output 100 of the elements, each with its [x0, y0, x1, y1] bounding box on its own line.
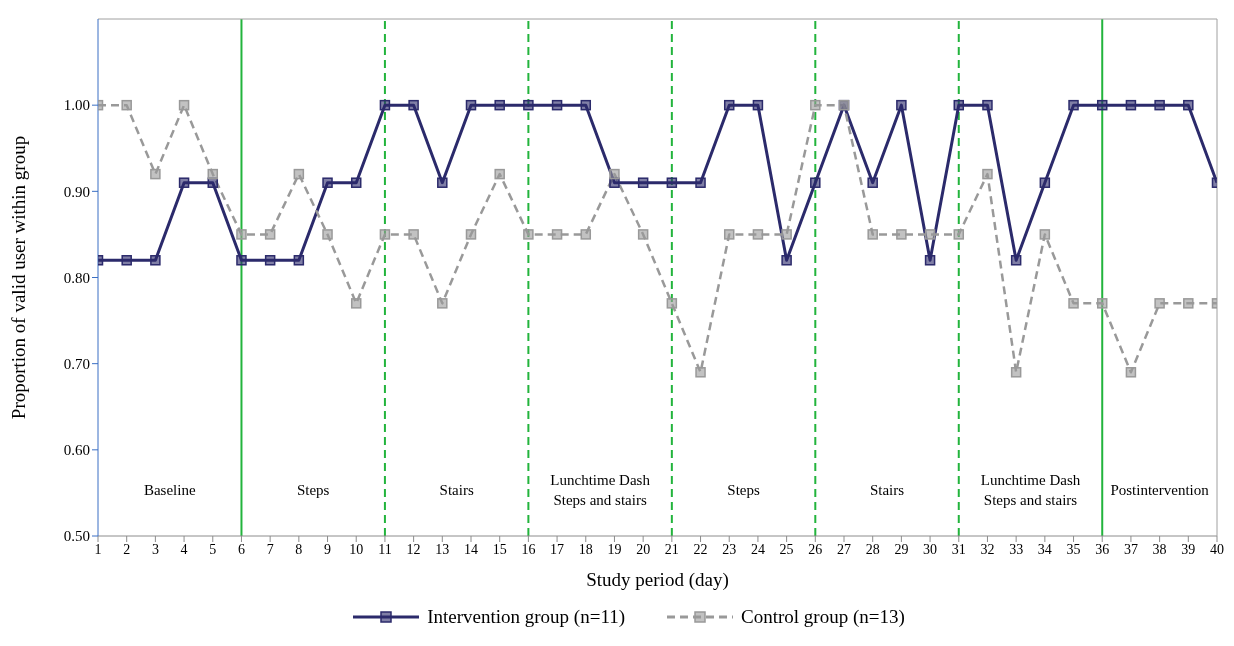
annotation: Stairs — [439, 482, 474, 499]
x-tick-label: 40 — [1210, 541, 1224, 557]
x-tick-label: 28 — [865, 541, 880, 557]
x-tick-label: 23 — [722, 541, 737, 557]
x-tick-label: 20 — [636, 541, 651, 557]
point — [723, 99, 735, 111]
y-tick-label: 0.50 — [63, 528, 90, 545]
x-tick-label: 2 — [123, 541, 131, 557]
point — [494, 99, 505, 111]
point — [637, 177, 649, 188]
point — [1068, 298, 1079, 309]
x-tick-label: 36 — [1095, 541, 1110, 557]
x-tick-label: 8 — [295, 541, 303, 557]
point — [609, 168, 620, 180]
point — [1183, 99, 1194, 111]
point — [1039, 229, 1051, 240]
point — [236, 255, 247, 266]
point — [1010, 255, 1022, 266]
x-tick-label: 38 — [1152, 541, 1167, 557]
y-axis-title: Proportion of valid user within group — [7, 135, 29, 420]
annotation: Steps — [296, 482, 330, 499]
x-tick-label: 3 — [151, 541, 159, 557]
x-tick-label: 4 — [180, 541, 188, 557]
point — [1096, 99, 1108, 111]
point — [379, 99, 391, 111]
point — [264, 255, 276, 266]
point — [666, 177, 678, 188]
point — [293, 168, 305, 180]
point — [150, 168, 161, 180]
y-tick-label: 0.60 — [63, 442, 90, 459]
point — [322, 177, 333, 188]
point — [494, 168, 505, 180]
x-tick-label: 13 — [435, 541, 450, 557]
x-tick-label: 7 — [266, 541, 274, 557]
x-tick-label: 16 — [521, 541, 536, 557]
point — [752, 99, 764, 111]
point — [350, 298, 362, 309]
point — [666, 298, 678, 309]
x-tick-label: 39 — [1181, 541, 1196, 557]
x-tick-label: 25 — [779, 541, 794, 557]
point — [896, 229, 907, 240]
x-tick-label: 1 — [94, 541, 102, 557]
point — [465, 99, 477, 111]
point — [236, 229, 247, 240]
annotation: Stairs — [869, 482, 905, 499]
x-tick-label: 32 — [980, 541, 995, 557]
x-tick-label: 11 — [378, 541, 392, 557]
point — [150, 255, 161, 266]
point — [523, 99, 534, 111]
x-tick-label: 24 — [750, 541, 765, 557]
x-tick-label: 29 — [894, 541, 909, 557]
point — [695, 177, 706, 188]
point — [924, 229, 936, 240]
annotation: Baseline — [143, 482, 196, 499]
x-tick-label: 6 — [237, 541, 245, 557]
point — [1068, 99, 1079, 111]
x-tick-label: 10 — [349, 541, 364, 557]
x-tick-label: 27 — [837, 541, 851, 557]
point — [1154, 298, 1165, 309]
point — [437, 177, 448, 188]
point — [982, 99, 993, 111]
point — [1010, 367, 1022, 378]
point — [437, 298, 448, 309]
point — [408, 99, 419, 111]
point — [609, 177, 620, 188]
point — [379, 229, 391, 240]
point — [121, 255, 132, 266]
x-tick-label: 31 — [951, 541, 966, 557]
point — [580, 99, 592, 111]
x-tick-label: 17 — [550, 541, 565, 557]
point — [1125, 367, 1137, 378]
x-tick-label: 33 — [1009, 541, 1024, 557]
point — [207, 168, 219, 180]
x-axis-title: Study period (day) — [586, 569, 729, 591]
annotation: Lunchtime Dash Steps and stairs — [980, 472, 1081, 509]
point — [637, 229, 649, 240]
legend-label: Control group (n=13) — [741, 606, 905, 628]
point — [953, 99, 965, 111]
x-tick-label: 15 — [492, 541, 507, 557]
x-tick-label: 14 — [464, 541, 478, 557]
point — [1154, 99, 1165, 111]
x-tick-label: 22 — [693, 541, 708, 557]
x-tick-label: 19 — [607, 541, 622, 557]
y-tick-label: 0.90 — [63, 183, 90, 200]
y-tick-label: 0.70 — [63, 355, 90, 372]
x-tick-label: 5 — [209, 541, 217, 557]
x-tick-label: 37 — [1123, 541, 1138, 557]
annotation: Lunchtime Dash Steps and stairs — [550, 472, 651, 509]
point — [178, 177, 190, 188]
x-tick-label: 12 — [406, 541, 421, 557]
point — [781, 255, 792, 266]
point — [810, 99, 821, 111]
point — [1039, 177, 1051, 188]
point — [810, 177, 821, 188]
point — [953, 229, 965, 240]
point — [867, 229, 878, 240]
y-tick-label: 0.80 — [63, 269, 90, 286]
x-tick-label: 21 — [664, 541, 679, 557]
legend-label: Intervention group (n=11) — [427, 606, 626, 628]
point — [465, 229, 477, 240]
